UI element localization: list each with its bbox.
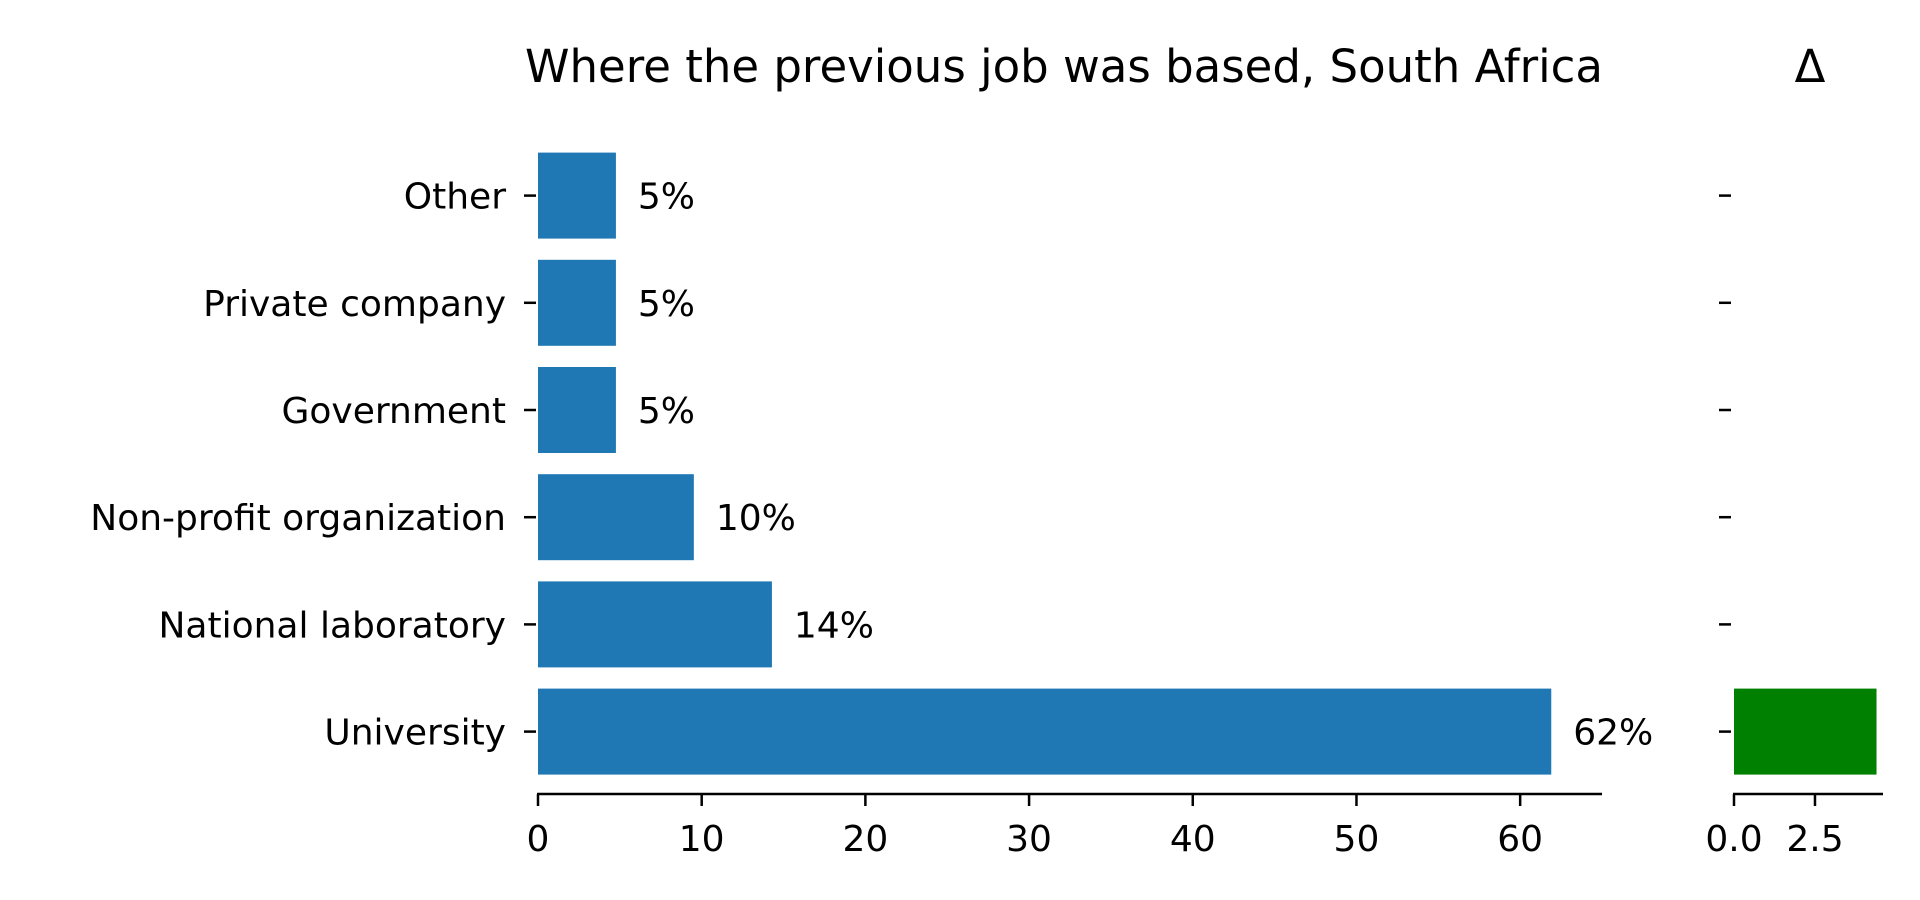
- delta-x-ticks: 0.0 2.5: [1705, 794, 1844, 860]
- delta-title: Δ: [1795, 40, 1826, 93]
- delta-bars: [1734, 688, 1877, 775]
- data-label-other: 5%: [638, 177, 695, 218]
- x-ticks: 0 10 20 30 40 50 60: [527, 794, 1543, 860]
- x-tick-label-60: 60: [1497, 819, 1543, 860]
- delta-y-ticks: [1719, 194, 1731, 733]
- category-label-university: University: [324, 713, 506, 754]
- chart-title: Where the previous job was based, South …: [525, 40, 1603, 93]
- main-chart-panel: Where the previous job was based, South …: [90, 40, 1653, 860]
- category-label-national-laboratory: National laboratory: [158, 605, 506, 646]
- delta-x-tick-label-2-5: 2.5: [1786, 819, 1843, 860]
- category-label-other: Other: [404, 177, 506, 218]
- bar-private-company: [538, 259, 616, 346]
- bar-other: [538, 152, 616, 239]
- x-tick-label-40: 40: [1170, 819, 1216, 860]
- data-label-non-profit-organization: 10%: [716, 498, 796, 539]
- category-label-government: Government: [281, 391, 506, 432]
- category-labels: Other Private company Government Non-profit…: [90, 177, 506, 754]
- delta-x-tick-label-0-0: 0.0: [1705, 819, 1762, 860]
- bar-non-profit-organization: [538, 474, 694, 561]
- data-labels: 5% 5% 5% 10% 14% 62%: [638, 177, 1653, 754]
- x-tick-label-50: 50: [1334, 819, 1380, 860]
- y-ticks: [524, 194, 536, 733]
- data-label-government: 5%: [638, 391, 695, 432]
- delta-chart-panel: Δ 0.0 2.5: [1705, 40, 1883, 860]
- x-tick-label-0: 0: [527, 819, 550, 860]
- data-label-private-company: 5%: [638, 284, 695, 325]
- bar-government: [538, 367, 616, 453]
- category-label-private-company: Private company: [203, 284, 506, 325]
- x-tick-label-20: 20: [842, 819, 888, 860]
- bar-national-laboratory: [538, 581, 772, 668]
- bars: [538, 152, 1552, 775]
- delta-bar-university: [1734, 688, 1877, 775]
- category-label-non-profit-organization: Non-profit organization: [90, 498, 506, 539]
- data-label-national-laboratory: 14%: [794, 605, 874, 646]
- x-tick-label-10: 10: [679, 819, 725, 860]
- bar-university: [538, 688, 1552, 775]
- x-tick-label-30: 30: [1006, 819, 1052, 860]
- data-label-university: 62%: [1573, 713, 1653, 754]
